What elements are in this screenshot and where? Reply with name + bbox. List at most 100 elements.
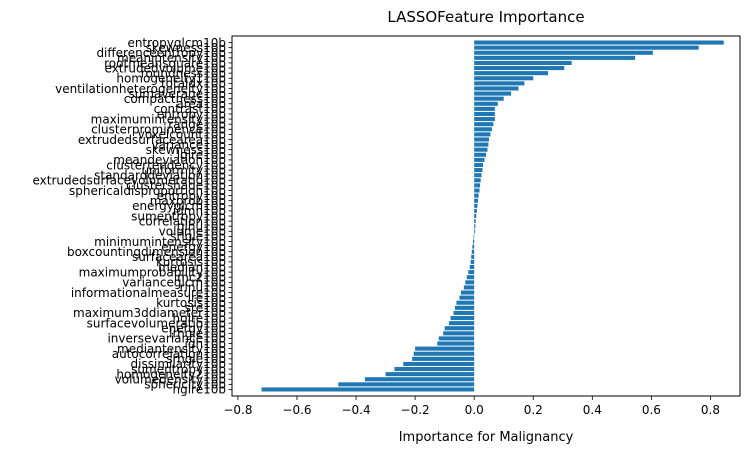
y-tick-label-49: informationalmeasure10b [71, 286, 226, 300]
y-tick-label-54: hglre10b [173, 311, 227, 325]
bar-43 [470, 259, 475, 264]
bar-16 [474, 122, 494, 127]
y-tick-label-5: extrudedvolume10b [105, 61, 226, 75]
y-tick-label-17: clusterprominence10b [91, 123, 226, 137]
y-tick-label-45: maximumprobability10b [79, 265, 226, 279]
bar-55 [449, 321, 475, 326]
bar-39 [473, 239, 475, 244]
y-tick-label-2: differenceentropy10b [96, 46, 226, 60]
y-tick-label-18: voxelcount10b [138, 128, 226, 142]
x-tick-label-0: −0.8 [223, 403, 252, 417]
y-tick-label-50: lre10b [188, 291, 226, 305]
bar-7 [474, 76, 534, 81]
bar-44 [469, 264, 475, 270]
y-tick-label-53: maximum3ddiameter10b [73, 306, 226, 320]
bar-14 [474, 111, 495, 117]
y-tick-label-11: compactness10b [124, 92, 226, 106]
y-tick-label-38: srlgle10b [170, 230, 226, 244]
y-tick-label-65: homogeneity210b [116, 367, 226, 381]
bar-27 [474, 178, 481, 183]
y-tick-label-22: lglre10b [177, 148, 226, 162]
x-axis-label: Importance for Malignancy [399, 430, 574, 445]
bar-56 [444, 326, 475, 331]
y-tick-label-15: maximumintensity10b [91, 112, 226, 126]
y-tick-label-6: roundness10b [141, 66, 226, 80]
y-tick-label-36: glnu10b [177, 220, 226, 234]
y-tick-label-3: meanintensity10b [117, 51, 226, 65]
bar-67 [338, 382, 475, 387]
y-tick-label-1: skewness10b [146, 41, 226, 55]
y-tick-label-4: rootmeansquare10b [104, 56, 226, 70]
x-axis-ticks: −0.8 −0.6 −0.4 −0.2 0.0 0.2 0.4 0.6 0.8 [223, 396, 720, 417]
x-tick-label-7: 0.6 [642, 403, 661, 417]
y-tick-label-31: maxprob10b [150, 194, 226, 208]
bar-24 [474, 162, 484, 168]
bar-12 [474, 101, 498, 106]
bar-46 [466, 275, 475, 280]
bar-49 [460, 290, 475, 295]
y-tick-label-48: rlnu10b [180, 281, 226, 295]
bar-31 [474, 198, 479, 203]
bar-52 [454, 305, 475, 310]
bar-26 [474, 173, 482, 178]
y-tick-label-63: dissimilarity10b [131, 357, 226, 371]
bar-34 [474, 213, 477, 219]
bar-4 [474, 60, 572, 65]
y-tick-label-39: minimumintensity10b [94, 235, 226, 249]
x-tick-label-2: −0.4 [341, 403, 370, 417]
y-tick-label-64: sumentropy10b [131, 362, 226, 376]
y-tick-label-28: clustershade10b [126, 179, 226, 193]
y-tick-label-37: volume10b [159, 225, 226, 239]
y-tick-label-43: kurtosis10b [156, 255, 226, 269]
x-tick-label-8: 0.8 [701, 403, 720, 417]
y-tick-label-34: sumentropy10b [131, 209, 226, 223]
bar-25 [474, 168, 483, 173]
bar-9 [474, 86, 519, 91]
y-tick-label-46: imc210b [174, 271, 226, 285]
y-tick-label-19: extrudedsurfacearea10b [78, 133, 226, 147]
bar-10 [474, 91, 512, 96]
y-tick-label-58: inversevariance10b [107, 332, 226, 346]
bar-2 [474, 50, 653, 55]
y-tick-label-35: correlation10b [139, 214, 226, 228]
y-tick-label-10: sumaverage10b [128, 87, 226, 101]
y-tick-label-66: volumedensity10b [115, 373, 226, 387]
y-tick-label-59: idn10b [185, 337, 226, 351]
y-tick-label-47: varianceglcm10b [122, 276, 226, 290]
bar-40 [472, 244, 475, 249]
bar-60 [415, 346, 475, 351]
y-tick-label-51: kurtosis10b [156, 296, 226, 310]
y-tick-label-20: variance10b [151, 138, 226, 152]
y-tick-label-41: boxcountingdimension10b [67, 245, 226, 259]
y-tick-label-24: clustertendency10b [106, 158, 226, 172]
bar-66 [364, 377, 475, 382]
y-tick-label-60: mediantensity10b [117, 342, 226, 356]
bar-64 [394, 367, 475, 372]
y-tick-label-33: idmn10b [173, 204, 226, 218]
bar-62 [412, 356, 475, 361]
bar-0 [474, 40, 724, 45]
bar-42 [471, 254, 475, 259]
bar-19 [474, 137, 489, 142]
bar-28 [474, 183, 481, 188]
bar-23 [474, 157, 485, 162]
bar-1 [474, 45, 699, 50]
bar-13 [474, 106, 495, 111]
y-tick-label-68: hglre10b [173, 383, 227, 397]
y-tick-label-30: entropy10b [157, 189, 226, 203]
bar-51 [456, 300, 475, 305]
bar-61 [413, 351, 475, 356]
bar-8 [474, 81, 525, 86]
bar-22 [474, 152, 486, 157]
bar-35 [474, 219, 476, 224]
y-tick-label-0: entropyglcm10b [127, 36, 226, 50]
y-tick-label-23: meandeviation10b [113, 153, 226, 167]
bar-15 [474, 117, 495, 122]
bar-29 [474, 188, 480, 193]
bar-21 [474, 147, 488, 152]
y-tick-label-25: uniformity10b [141, 163, 226, 177]
bar-57 [443, 331, 475, 336]
bar-58 [438, 336, 475, 341]
bar-50 [459, 295, 475, 300]
